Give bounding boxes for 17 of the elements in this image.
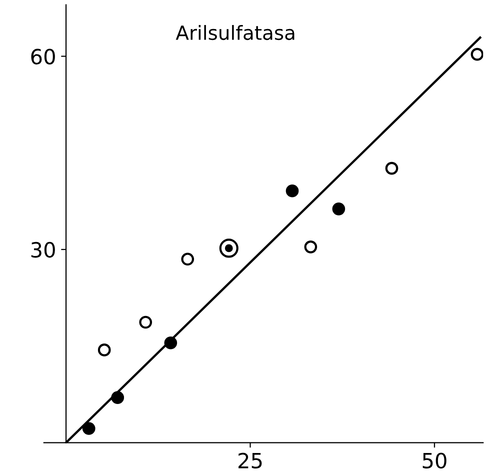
point	[82, 422, 96, 435]
point	[286, 184, 299, 198]
y-tick-label: 60	[31, 48, 55, 64]
text: Arilsulfatasa	[176, 25, 294, 40]
point	[139, 316, 152, 329]
point	[332, 202, 346, 216]
point	[219, 238, 238, 258]
point	[470, 48, 484, 61]
x-tick-label: 50	[422, 452, 446, 469]
point	[98, 344, 111, 356]
point	[164, 336, 178, 350]
y-tick-label: 30	[31, 242, 55, 258]
point	[181, 252, 194, 266]
point	[304, 240, 318, 254]
x-tick-label: 25	[238, 452, 262, 469]
point	[111, 391, 124, 404]
point	[385, 162, 398, 175]
